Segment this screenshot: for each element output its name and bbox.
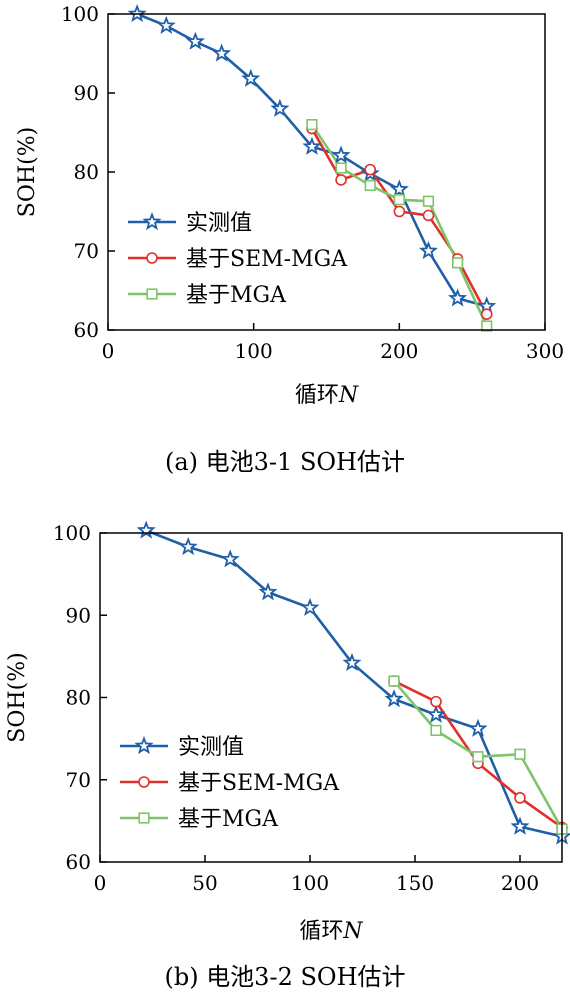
chart-b-series-measured-point [426,704,446,723]
chart-b-legend-mga-label: 基于MGA [178,807,279,832]
chart-b-series-mga-point [472,751,484,763]
chart-b-series-mga-point [388,675,400,687]
chart-a-series-sem-mga-point [422,209,435,222]
chart-a-series-measured-point [389,179,409,198]
chart-a-legend-sem-mga-label: 基于SEM-MGA [186,247,348,272]
chart-a-series-measured-point [270,98,290,117]
chart-a-y-tick-label: 60 [74,318,99,342]
chart-a-series-measured-point [156,15,176,34]
chart-b-series-mga-point [430,724,442,736]
chart-a-series-mga-point [306,119,318,131]
chart-a-x-tick-label: 0 [102,339,115,363]
chart-a-ticks: 0 100 200 300 60 70 80 90 100 [61,2,564,363]
chart-a-axes-frame [107,13,546,331]
chart-b-x-axis-label-text: 循环 [299,919,343,944]
chart-a-series-measured-point [241,68,261,87]
chart-b-legend-measured-marker [134,735,154,755]
chart-b-series-mga-point [514,748,526,760]
chart-b: 0 50 100 150 200 60 70 80 90 100 SOH(%) 循环N 实测值基于… [5,520,570,991]
chart-b-y-axis-label: SOH(%) [5,652,30,742]
chart-a-series-measured-point [331,145,351,164]
chart-a-legend-measured-marker [142,211,162,231]
chart-a-series-mga-point [422,195,435,207]
chart-a-y-tick-label: 100 [61,2,99,26]
chart-a-marks [127,3,497,332]
chart-a-series-mga-point [393,194,405,206]
chart-b-legend-mga-marker [138,812,150,824]
chart-b-y-tick-label: 60 [66,850,91,874]
chart-a-caption: (a) 电池3-1 SOH估计 [165,448,405,476]
chart-b-x-axis-label: 循环N [299,919,363,944]
chart-b-y-tick-label: 100 [53,521,91,545]
chart-a-series-sem-mga-point [393,205,406,218]
chart-a-y-tick-label: 80 [74,160,99,184]
chart-a-x-tick-label: 200 [380,339,418,363]
chart-a-series-measured-point [418,240,438,260]
chart-a-legend-mga-label: 基于MGA [186,283,287,308]
chart-a-x-axis-variable: N [338,383,359,408]
chart-b-series-measured-point [258,582,278,601]
chart-b-caption: (b) 电池3-2 SOH估计 [164,963,405,991]
chart-b-series-measured-point [384,689,404,708]
chart-b-x-tick-label: 150 [396,871,434,895]
chart-a-legend-mga-marker [146,288,158,300]
chart-a-series-measured-point [448,288,468,307]
chart-a-series-sem-mga-point [335,174,347,186]
chart-a-series-sem-mga-point [480,308,493,321]
chart-b-series-measured-point [220,549,240,568]
chart-b-legend-measured-label: 实测值 [178,735,244,760]
chart-b-y-tick-label: 70 [66,768,91,792]
chart-b-axes-frame [99,532,563,863]
chart-a-series-measured-point [185,31,205,50]
chart-a-series-mga-point [335,162,347,174]
chart-a-x-axis-label: 循环N [295,383,359,408]
chart-a-legend-sem-mga-marker [146,252,158,264]
chart-a-y-tick-label: 70 [74,239,99,263]
chart-b-y-tick-label: 80 [66,686,91,710]
chart-b-y-tick-label: 90 [66,603,91,627]
chart-b-series-measured-point [510,816,530,835]
chart-b-marks [136,520,570,845]
chart-a: 0 100 200 300 60 70 80 90 100 SOH(%) 循环N 实测值基于SE… [15,2,564,476]
chart-a-series-mga-point [364,179,376,192]
chart-b-legend-sem-mga-marker [138,776,150,788]
chart-b-series-sem-mga-point [430,695,442,708]
chart-b-series-measured-point [468,718,488,737]
chart-b-x-tick-label: 0 [94,871,107,895]
chart-b-legend-sem-mga-label: 基于SEM-MGA [178,771,340,796]
chart-b-x-tick-label: 50 [192,871,217,895]
chart-a-series-mga-point [481,320,493,332]
chart-b-series-measured-point [342,652,362,672]
chart-a-legend-measured-label: 实测值 [186,211,252,236]
chart-a-x-tick-label: 300 [526,339,564,363]
chart-a-y-tick-label: 90 [74,81,99,105]
chart-b-x-tick-label: 200 [501,871,539,895]
chart-b-series-sem-mga-point [514,792,526,804]
chart-a-series-mga-point [451,257,464,269]
chart-b-series-measured-point [136,520,156,539]
chart-a-series-measured-point [302,136,322,155]
chart-b-x-axis-variable: N [342,919,363,944]
chart-b-ticks: 0 50 100 150 200 60 70 80 90 100 [53,521,539,895]
chart-a-y-axis-label: SOH(%) [15,127,40,217]
chart-a-series-measured-point [212,43,232,62]
chart-a-x-tick-label: 100 [235,339,273,363]
chart-a-series-sem-mga-point [364,163,377,176]
chart-b-series-measured-point [178,536,198,556]
chart-b-series-measured-point [300,597,320,616]
chart-b-x-tick-label: 100 [291,871,329,895]
chart-a-x-axis-label-text: 循环 [295,383,339,408]
